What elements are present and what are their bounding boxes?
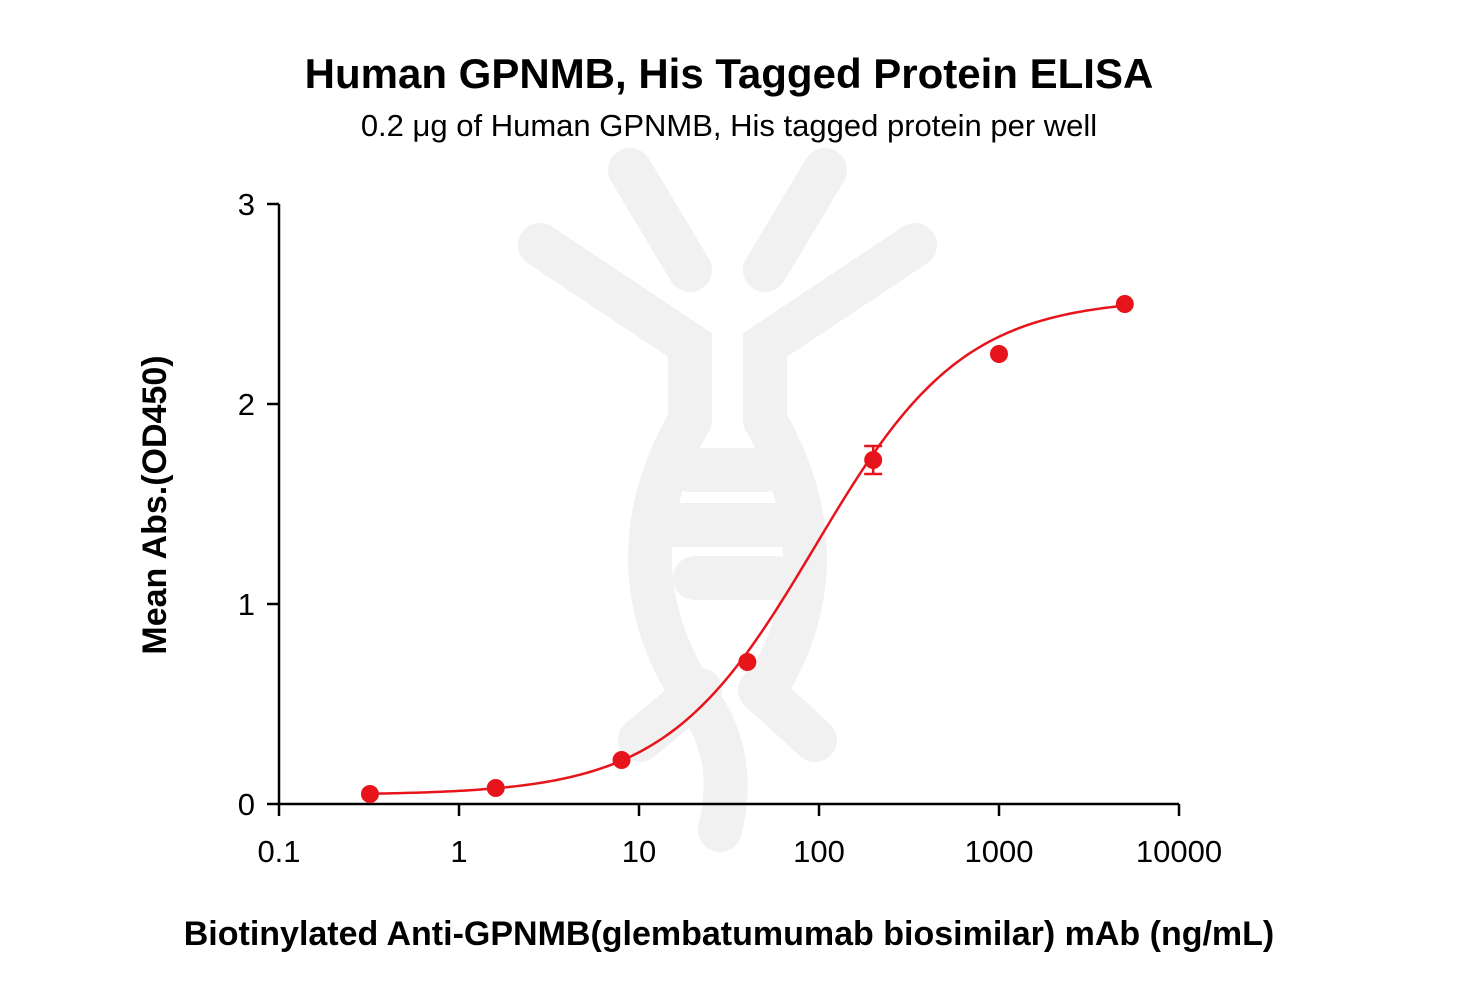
data-point-layer: [360, 295, 1134, 803]
axes: [277, 204, 1179, 806]
chart-title: Human GPNMB, His Tagged Protein ELISA: [305, 50, 1154, 97]
y-tick-label: 1: [238, 587, 255, 622]
x-tick-label: 1: [450, 834, 467, 869]
watermark-logo: [518, 148, 937, 852]
data-point: [360, 785, 379, 803]
y-tick-label: 0: [238, 787, 255, 822]
data-point: [738, 653, 757, 671]
x-axis-label: Biotinylated Anti-GPNMB(glembatumumab bi…: [184, 915, 1275, 953]
x-tick-label: 10: [622, 834, 656, 869]
x-axis-ticks: 0.1 1 10 100 1000 10000: [257, 804, 1222, 869]
y-axis-ticks: 0 1 2 3: [238, 187, 279, 822]
x-tick-label: 0.1: [257, 834, 300, 869]
y-axis-label: Mean Abs.(OD450): [136, 355, 174, 654]
data-point: [1115, 295, 1134, 313]
y-tick-label: 2: [238, 387, 255, 422]
chart-subtitle: 0.2 μg of Human GPNMB, His tagged protei…: [361, 108, 1097, 143]
x-tick-label: 1000: [965, 834, 1034, 869]
data-point: [612, 751, 631, 769]
x-tick-label: 100: [793, 834, 845, 869]
y-tick-label: 3: [238, 187, 255, 222]
data-point: [864, 451, 883, 469]
data-point: [990, 345, 1008, 363]
x-tick-label: 10000: [1136, 834, 1222, 869]
data-point: [486, 779, 505, 797]
